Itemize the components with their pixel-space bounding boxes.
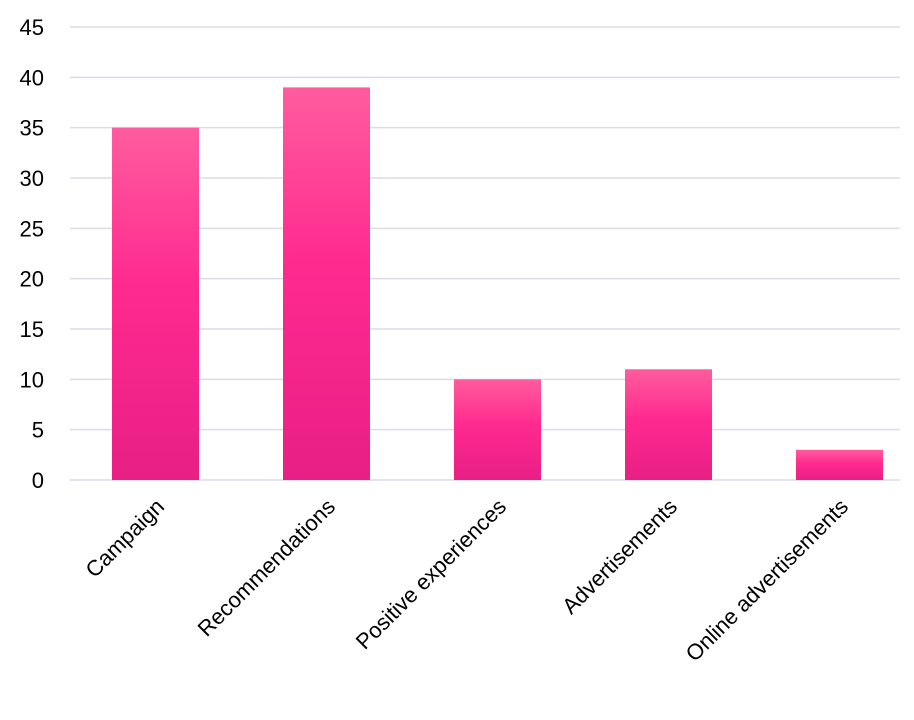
y-tick-label: 30 xyxy=(20,166,44,191)
bar-online-advertisements xyxy=(796,449,883,480)
y-tick-label: 45 xyxy=(20,15,44,40)
bar-campaign xyxy=(112,127,199,481)
bar-recommendations xyxy=(283,87,370,481)
x-tick-label: Campaign xyxy=(80,494,169,583)
x-tick-label: Online advertisements xyxy=(681,494,853,666)
bar-advertisements xyxy=(625,369,712,480)
y-tick-label: 5 xyxy=(32,418,44,443)
y-tick-label: 40 xyxy=(20,65,44,90)
bar-positive-experiences xyxy=(454,379,541,480)
x-tick-label: Advertisements xyxy=(557,494,682,619)
y-tick-label: 20 xyxy=(20,267,44,292)
y-tick-label: 35 xyxy=(20,116,44,141)
y-tick-label: 10 xyxy=(20,367,44,392)
x-axis-ticks: Campaign Recommendations Positive experien… xyxy=(80,494,853,666)
x-tick-label: Positive experiences xyxy=(351,494,511,654)
gridlines xyxy=(70,26,900,481)
y-axis-ticks: 0 5 10 15 20 25 30 35 40 45 xyxy=(20,15,44,493)
x-tick-label: Recommendations xyxy=(193,494,340,641)
y-tick-label: 25 xyxy=(20,216,44,241)
y-tick-label: 0 xyxy=(32,468,44,493)
bars xyxy=(112,87,883,481)
y-tick-label: 15 xyxy=(20,317,44,342)
